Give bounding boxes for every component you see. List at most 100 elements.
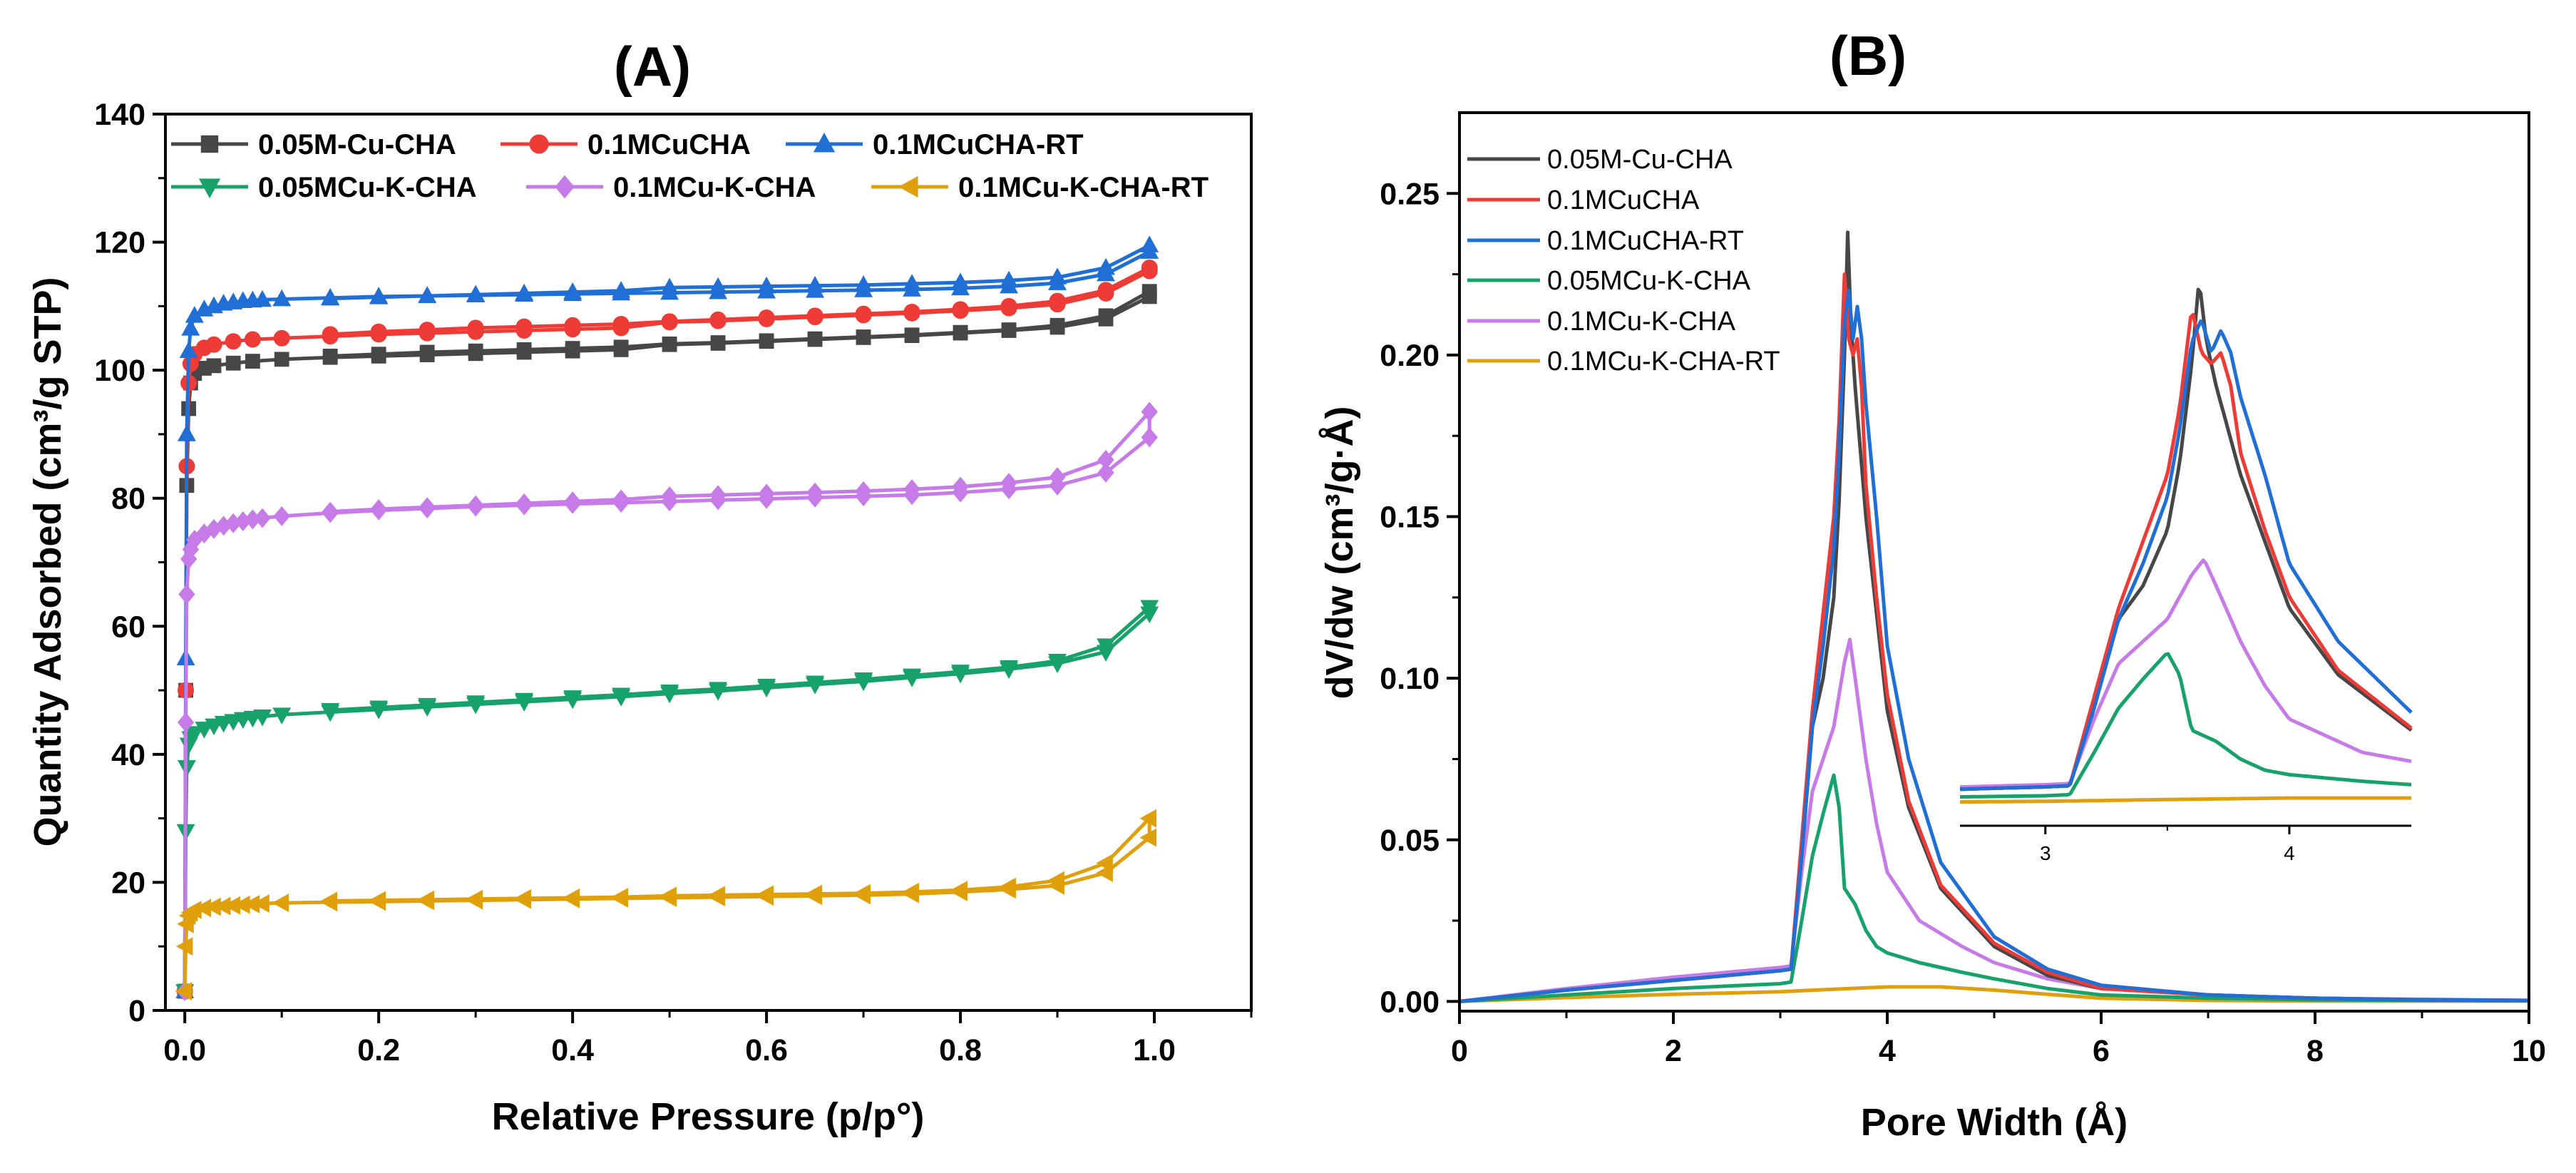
y-tick-label: 0.20 bbox=[1380, 339, 1440, 373]
legend-item-0.1MCu-K-CHA-RT: 0.1MCu-K-CHA-RT bbox=[1467, 347, 1780, 377]
data-point bbox=[1097, 449, 1114, 470]
series-line-0.1MCuCHA bbox=[1459, 272, 2530, 1003]
data-point bbox=[418, 286, 437, 303]
legend-label: 0.05MCu-K-CHA bbox=[258, 172, 477, 203]
data-point bbox=[999, 877, 1016, 896]
y-tick-label: 120 bbox=[94, 226, 145, 260]
series-0.05MCu-K-CHA bbox=[175, 600, 1159, 1001]
legend-item-0.1MCuCHA-RT: 0.1MCuCHA-RT bbox=[786, 129, 1084, 160]
data-point bbox=[1097, 638, 1115, 655]
y-tick-label: 0.10 bbox=[1380, 662, 1440, 696]
y-tick-label: 0.00 bbox=[1380, 985, 1440, 1019]
inset-x-tick-label: 3 bbox=[2040, 842, 2051, 864]
data-point bbox=[417, 890, 435, 909]
y-tick-label: 20 bbox=[111, 866, 145, 900]
data-point bbox=[322, 326, 339, 343]
x-tick-label: 6 bbox=[2093, 1034, 2110, 1068]
data-point bbox=[1000, 270, 1018, 288]
data-point bbox=[759, 333, 774, 349]
data-point bbox=[321, 703, 340, 720]
panel-b-axes: 0 2 4 6 8 10 0.00 0.05 0.10 0.15 0.20 0.25 bbox=[1380, 177, 2546, 1068]
data-point bbox=[1140, 235, 1159, 252]
data-point bbox=[902, 882, 919, 901]
panel-b-label: (B) bbox=[1830, 24, 1907, 87]
data-point bbox=[611, 888, 628, 907]
panel-b: (B) 0 2 4 6 8 10 0.00 0.05 0.10 0.15 0.20 0.25 Pore… bbox=[1318, 24, 2546, 1144]
data-point bbox=[612, 315, 630, 332]
data-point bbox=[370, 498, 387, 519]
data-point bbox=[1048, 653, 1067, 671]
data-point bbox=[807, 331, 823, 347]
legend-item-0.05M-Cu-CHA: 0.05M-Cu-CHA bbox=[1467, 145, 1733, 175]
data-point bbox=[563, 888, 580, 907]
data-point bbox=[1139, 828, 1157, 847]
legend-item-0.1MCuCHA: 0.1MCuCHA bbox=[501, 129, 751, 160]
data-point bbox=[805, 884, 822, 903]
data-point bbox=[758, 309, 775, 327]
legend-marker bbox=[555, 175, 575, 199]
data-point bbox=[660, 886, 677, 906]
data-point bbox=[854, 275, 873, 292]
series-line bbox=[183, 266, 1151, 992]
series-0.05M-Cu-CHA bbox=[177, 284, 1157, 999]
data-point bbox=[952, 476, 969, 497]
data-point bbox=[185, 726, 204, 743]
data-point bbox=[564, 491, 581, 512]
series-line-0.1MCuCHA-RT bbox=[1459, 288, 2530, 1003]
inset-series-line-0.1MCu-K-CHA bbox=[1960, 558, 2412, 789]
data-point bbox=[1139, 809, 1157, 828]
panel-a-ylabel: Quantity Adsorbed (cm³/g STP) bbox=[26, 277, 69, 846]
series-0.1MCuCHA-RT bbox=[175, 235, 1159, 998]
data-point bbox=[371, 347, 386, 362]
series-line-0.1MCu-K-CHA-RT bbox=[1459, 985, 2529, 1003]
x-tick-label: 0.8 bbox=[939, 1033, 982, 1067]
data-point bbox=[515, 283, 534, 301]
data-point bbox=[660, 685, 679, 702]
panel-a-axes: 0.0 0.2 0.4 0.6 0.8 1.0 0 20 40 60 80 100 120 140 bbox=[94, 98, 1253, 1067]
data-point bbox=[419, 322, 436, 339]
data-point bbox=[806, 482, 823, 503]
data-point bbox=[322, 348, 338, 364]
data-point bbox=[1098, 308, 1114, 324]
data-point bbox=[806, 675, 825, 692]
data-point bbox=[1097, 282, 1114, 299]
x-tick-label: 0.4 bbox=[551, 1033, 594, 1067]
data-point bbox=[757, 678, 776, 696]
data-point bbox=[1000, 473, 1017, 493]
data-point bbox=[178, 584, 195, 605]
data-point bbox=[903, 274, 922, 291]
data-point bbox=[756, 885, 774, 904]
x-tick-label: 4 bbox=[1879, 1034, 1896, 1068]
y-tick-label: 100 bbox=[94, 354, 145, 388]
data-point bbox=[662, 336, 677, 352]
data-point bbox=[181, 319, 200, 336]
data-point bbox=[853, 883, 871, 903]
data-point bbox=[1097, 257, 1115, 275]
data-point bbox=[709, 682, 728, 699]
data-point bbox=[708, 886, 725, 905]
data-point bbox=[951, 272, 970, 290]
data-point bbox=[661, 486, 678, 507]
data-point bbox=[177, 712, 195, 732]
data-point bbox=[1050, 317, 1065, 333]
series-0.1MCuCHA bbox=[176, 259, 1158, 1000]
data-point bbox=[515, 493, 533, 513]
data-point bbox=[855, 481, 872, 501]
x-tick-label: 0.2 bbox=[357, 1033, 400, 1067]
data-point bbox=[612, 281, 631, 298]
series-0.1MCu-K-CHA-RT bbox=[175, 809, 1157, 1001]
data-point bbox=[175, 982, 193, 1001]
data-point bbox=[322, 501, 339, 522]
data-point bbox=[274, 352, 289, 367]
legend-label: 0.1MCu-K-CHA-RT bbox=[958, 172, 1209, 203]
data-point bbox=[321, 288, 340, 306]
data-point bbox=[273, 329, 290, 347]
x-tick-label: 8 bbox=[2306, 1034, 2324, 1068]
inset-series-line-0.05MCu-K-CHA bbox=[1959, 652, 2412, 799]
data-point bbox=[516, 342, 532, 357]
x-tick-label: 10 bbox=[2512, 1034, 2546, 1068]
data-point bbox=[466, 695, 486, 712]
data-point bbox=[1140, 600, 1159, 618]
legend-label: 0.1MCu-K-CHA-RT bbox=[1547, 347, 1780, 377]
panel-b-xlabel: Pore Width (Å) bbox=[1861, 1101, 2128, 1144]
